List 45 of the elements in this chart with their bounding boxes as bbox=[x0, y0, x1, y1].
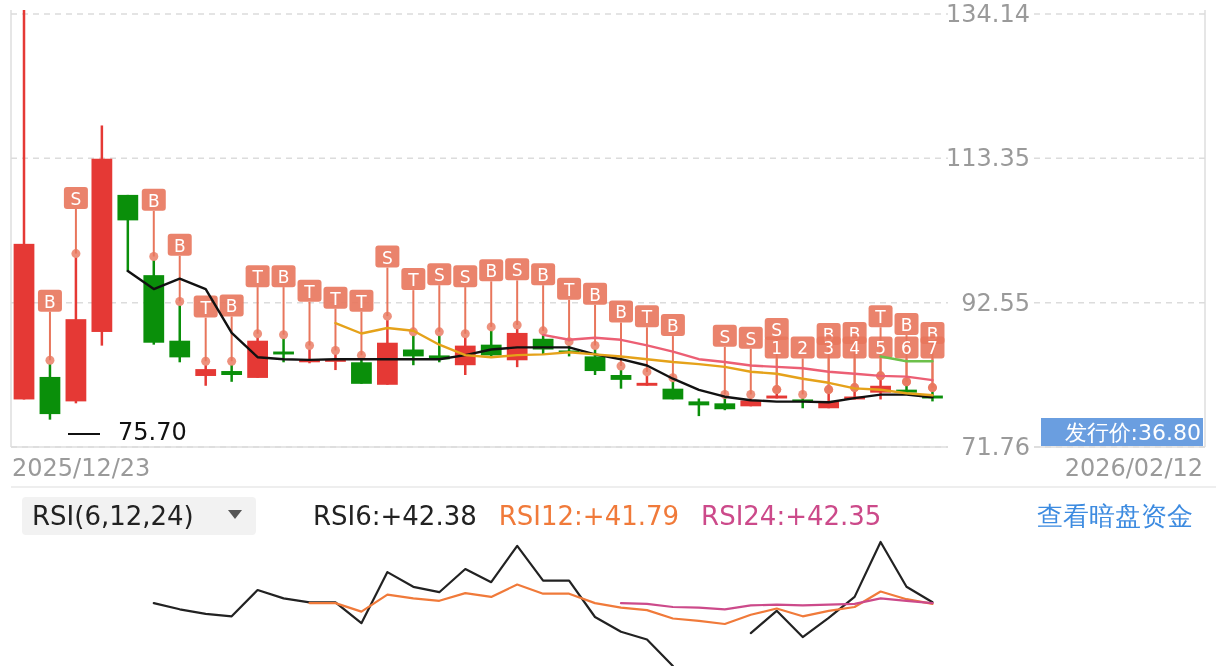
annotation: T bbox=[407, 270, 420, 291]
y-tick-label: 113.35 bbox=[946, 144, 1030, 173]
annotation: S bbox=[745, 328, 757, 349]
annotation: B bbox=[44, 291, 56, 312]
annotation: B bbox=[900, 315, 913, 336]
text: RSI12:+41.79 bbox=[498, 501, 680, 531]
series-label: RSI6:+42.38 bbox=[313, 501, 477, 531]
y-tick-label: 92.55 bbox=[961, 288, 1030, 317]
text: 2025/12/23 bbox=[12, 454, 151, 482]
annotation: S bbox=[433, 265, 445, 286]
annotation: B bbox=[667, 316, 679, 337]
annotation: T bbox=[874, 307, 887, 328]
annotation: B bbox=[173, 235, 186, 256]
text: 发行价:36.80 bbox=[1064, 419, 1201, 445]
text: RSI24:+42.35 bbox=[701, 501, 882, 531]
annotation: T bbox=[355, 291, 368, 312]
annotation: T bbox=[251, 267, 264, 288]
y-tick-label: 134.14 bbox=[946, 0, 1030, 28]
annotation: B bbox=[537, 265, 549, 286]
text: 2026/02/12 bbox=[1064, 454, 1203, 482]
annotation: B bbox=[485, 261, 498, 282]
annotation: B bbox=[277, 267, 290, 288]
annotation: T bbox=[329, 288, 342, 309]
annotation: 1 bbox=[771, 338, 783, 359]
annotation: S bbox=[459, 267, 471, 288]
annotation: S bbox=[511, 260, 523, 281]
chart-title: RSI(6,12,24) bbox=[32, 501, 194, 531]
annotation: B bbox=[147, 190, 160, 211]
annotation: T bbox=[199, 297, 212, 318]
annotation: B bbox=[615, 302, 627, 323]
annotation: B bbox=[225, 296, 238, 317]
annotation: 2 bbox=[797, 338, 809, 359]
annotation: S bbox=[70, 188, 82, 209]
annotation: S bbox=[771, 319, 783, 340]
annotation: 6 bbox=[901, 338, 912, 359]
annotation: S bbox=[719, 326, 731, 347]
text: 查看暗盘资金 bbox=[1037, 501, 1193, 531]
annotation: T bbox=[562, 279, 575, 300]
annotation: 5 bbox=[875, 338, 886, 359]
annotation: T bbox=[640, 307, 653, 328]
y-tick-label: 71.76 bbox=[961, 433, 1030, 461]
annotation: B bbox=[589, 284, 601, 305]
annotation: S bbox=[381, 247, 393, 268]
annotation: 75.70 bbox=[118, 418, 187, 446]
annotation: T bbox=[303, 281, 316, 302]
